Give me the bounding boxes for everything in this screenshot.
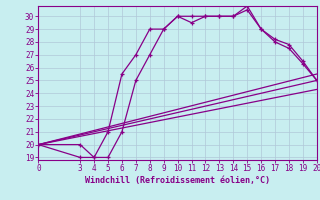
X-axis label: Windchill (Refroidissement éolien,°C): Windchill (Refroidissement éolien,°C): [85, 176, 270, 185]
